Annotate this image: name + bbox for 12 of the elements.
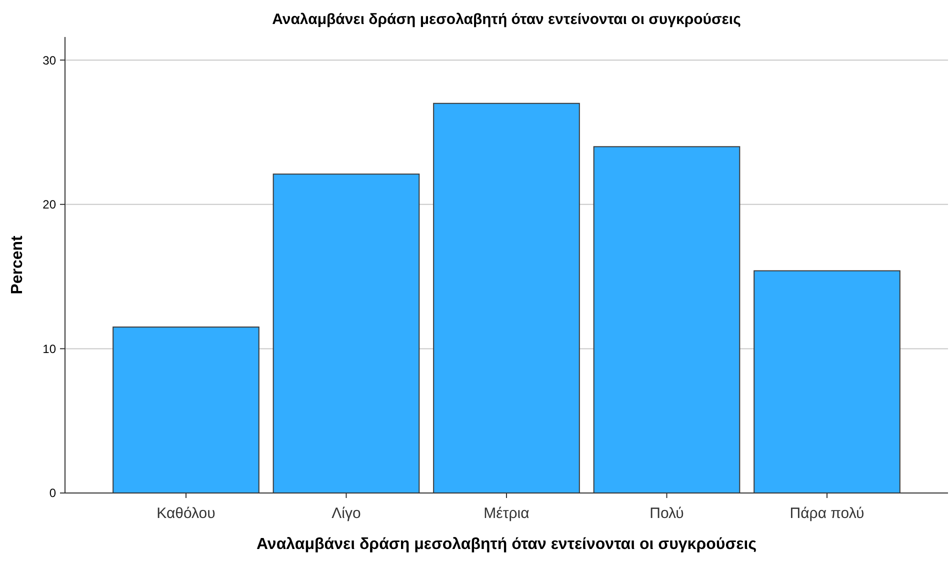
chart-title: Αναλαμβάνει δράση μεσολαβητή όταν εντείνονται οι συγκρούσεις [272, 11, 742, 28]
x-tick-label: Λίγο [332, 505, 361, 522]
x-tick-label: Πάρα πολύ [790, 505, 864, 522]
x-tick-label: Καθόλου [156, 505, 216, 522]
y-tick-label: 20 [42, 198, 56, 212]
y-tick-label: 10 [42, 342, 56, 356]
x-tick-label: Μέτρια [484, 505, 530, 522]
y-tick-label: 30 [42, 53, 56, 68]
y-axis-title: Percent [9, 234, 26, 294]
y-tick-label: 0 [49, 486, 56, 500]
x-axis-title: Αναλαμβάνει δράση μεσολαβητή όταν εντείνονται οι συγκρούσεις [256, 536, 757, 553]
x-tick-label: Πολύ [650, 505, 684, 522]
